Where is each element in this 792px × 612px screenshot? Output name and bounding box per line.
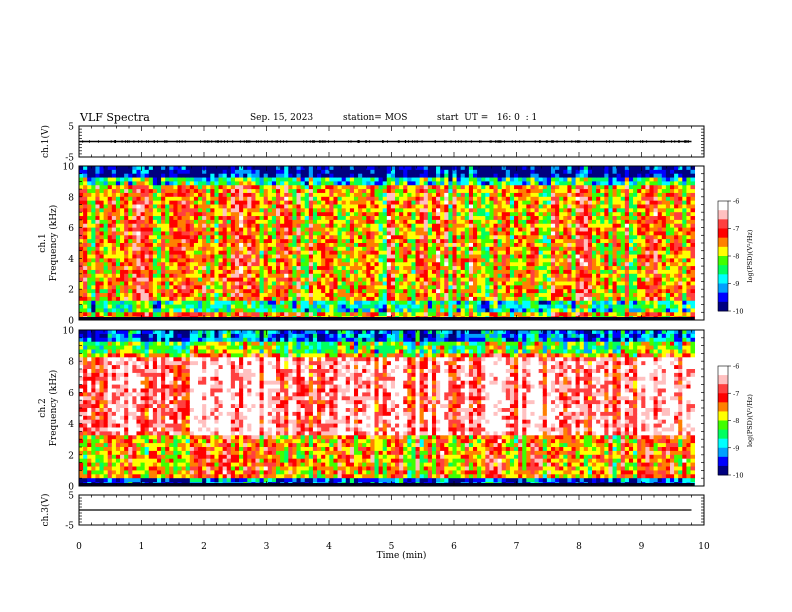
colorbar-tick-label: -10 bbox=[733, 472, 743, 480]
colorbar-ch1: -6 -7 -8 -9 -10 log(PSD)(V²/Hz) bbox=[717, 198, 754, 316]
y-tick-label: 10 bbox=[63, 327, 75, 337]
figure-title: VLF Spectra bbox=[80, 111, 150, 124]
y-tick-label: -5 bbox=[65, 154, 74, 164]
y-tick-label: 4 bbox=[68, 255, 74, 265]
x-axis-title: Time (min) bbox=[377, 550, 427, 561]
colorbar-tick-label: -7 bbox=[733, 225, 739, 233]
x-tick-label: 10 bbox=[698, 542, 710, 552]
date-label: Sep. 15, 2023 bbox=[250, 113, 314, 123]
colorbar-tick-label: -8 bbox=[733, 253, 739, 261]
y-tick-label: 10 bbox=[63, 163, 75, 173]
y-axis-label: ch.1 bbox=[38, 233, 48, 252]
spectrogram-ch1 bbox=[79, 166, 696, 321]
y-tick-label: 2 bbox=[68, 451, 74, 461]
y-tick-label: 6 bbox=[68, 389, 74, 399]
x-tick-label: 4 bbox=[326, 542, 332, 552]
y-tick-label: 0 bbox=[68, 317, 74, 327]
x-tick-label: 1 bbox=[139, 542, 145, 552]
x-tick-label: 6 bbox=[451, 542, 457, 552]
colorbar-tick-label: -8 bbox=[733, 417, 739, 425]
colorbar-tick-label: -9 bbox=[733, 444, 739, 452]
y-tick-label: 5 bbox=[68, 492, 74, 502]
x-tick-label: 3 bbox=[264, 542, 270, 552]
y-axis-label-units: Frequency (kHz) bbox=[48, 205, 59, 282]
station-label: station= MOS bbox=[343, 113, 408, 123]
spectrogram-ch2 bbox=[79, 330, 696, 487]
x-tick-label: 7 bbox=[514, 542, 520, 552]
colorbar-tick-label: -10 bbox=[733, 308, 743, 316]
y-axis-label: ch.2 bbox=[38, 398, 48, 417]
colorbar-tick-label: -9 bbox=[733, 280, 739, 288]
x-tick-label: 5 bbox=[389, 542, 395, 552]
y-tick-label: 4 bbox=[68, 420, 74, 430]
colorbar-tick-label: -6 bbox=[733, 363, 739, 371]
x-tick-label: 0 bbox=[76, 542, 82, 552]
y-tick-label: -5 bbox=[65, 522, 74, 532]
x-tick-label: 2 bbox=[201, 542, 207, 552]
x-tick-label: 9 bbox=[639, 542, 645, 552]
y-tick-label: 5 bbox=[68, 123, 74, 133]
y-tick-label: 8 bbox=[68, 193, 74, 203]
y-tick-label: 8 bbox=[68, 358, 74, 368]
start-time-label: start UT = 16: 0 : 1 bbox=[437, 113, 538, 123]
y-tick-label: 6 bbox=[68, 224, 74, 234]
y-axis-label: ch.3(V) bbox=[40, 494, 51, 527]
y-axis-label: ch.1(V) bbox=[40, 125, 51, 158]
y-axis-label-units: Frequency (kHz) bbox=[48, 370, 59, 447]
colorbar-ch2: -6 -7 -8 -9 -10 log(PSD)(V²/Hz) bbox=[717, 363, 754, 480]
colorbar-tick-label: -6 bbox=[733, 198, 739, 206]
y-tick-label: 2 bbox=[68, 286, 74, 296]
colorbar-label: log(PSD)(V²/Hz) bbox=[746, 229, 754, 282]
x-tick-label: 8 bbox=[576, 542, 582, 552]
colorbar-tick-label: -7 bbox=[733, 390, 739, 398]
colorbar-label: log(PSD)(V²/Hz) bbox=[746, 394, 754, 447]
y-tick-label: 0 bbox=[68, 483, 74, 493]
